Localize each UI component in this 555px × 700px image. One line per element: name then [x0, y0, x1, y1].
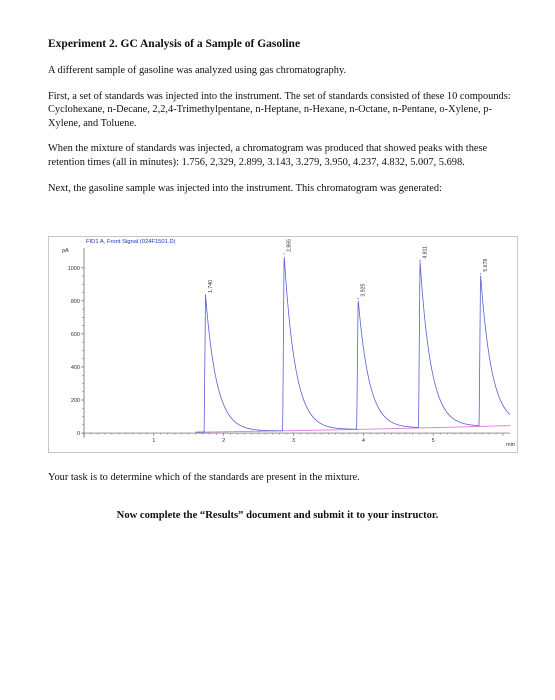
paragraph-sample: Next, the gasoline sample was injected i… [48, 182, 442, 194]
peak-5-apex [479, 273, 482, 275]
x-tick-label: 2 [222, 438, 225, 444]
peak-2-label: 2.865 [287, 239, 293, 252]
peak-2-apex [283, 253, 285, 255]
signal-trace [195, 257, 511, 433]
chromatogram-svg: FID1 A, Front Signal (024F1501.D) pA min… [48, 236, 518, 453]
document-page: Experiment 2. GC Analysis of a Sample of… [48, 38, 518, 207]
x-tick-label: 1 [152, 438, 155, 444]
y-tick-label: 800 [71, 299, 80, 305]
y-tick-label: 1000 [68, 266, 80, 272]
y-tick-label: 400 [71, 365, 80, 371]
peak-1-label: 1.740 [208, 280, 214, 293]
chart-series [195, 257, 511, 433]
y-tick-label: 600 [71, 332, 80, 338]
y-axis-label: pA [62, 248, 69, 254]
peak-3-label: 3.925 [361, 284, 367, 297]
x-axis-label: min [506, 442, 515, 448]
paragraph-standards: First, a set of standards was injected i… [48, 90, 511, 129]
paragraph-intro: A different sample of gasoline was analy… [48, 65, 347, 76]
peak-4-label: 4.811 [422, 246, 428, 259]
x-tick-label: 3 [292, 438, 295, 444]
peak-3-apex [357, 298, 359, 300]
peak-4-apex [419, 259, 421, 262]
signal-label: FID1 A, Front Signal (024F1501.D) [86, 239, 176, 245]
final-instruction: Now complete the “Results” document and … [116, 510, 439, 521]
peak-labels: 1.740 2.865 3.925 4.811 5.678 [204, 239, 489, 300]
task-text: Your task is to determine which of the s… [48, 472, 360, 483]
paragraph-retention-times: When the mixture of standards was inject… [48, 143, 488, 168]
chart-axes: 0 200 400 600 800 1000 1 2 3 4 5 [68, 248, 510, 444]
chromatogram: FID1 A, Front Signal (024F1501.D) pA min… [48, 236, 518, 453]
x-tick-label: 4 [362, 438, 365, 444]
document-title: Experiment 2. GC Analysis of a Sample of… [48, 38, 301, 50]
x-tick-label: 5 [432, 438, 435, 444]
y-tick-label: 200 [71, 398, 80, 404]
peak-5-label: 5.678 [483, 259, 489, 272]
y-tick-label: 0 [77, 431, 80, 437]
peak-1-apex [204, 294, 207, 296]
